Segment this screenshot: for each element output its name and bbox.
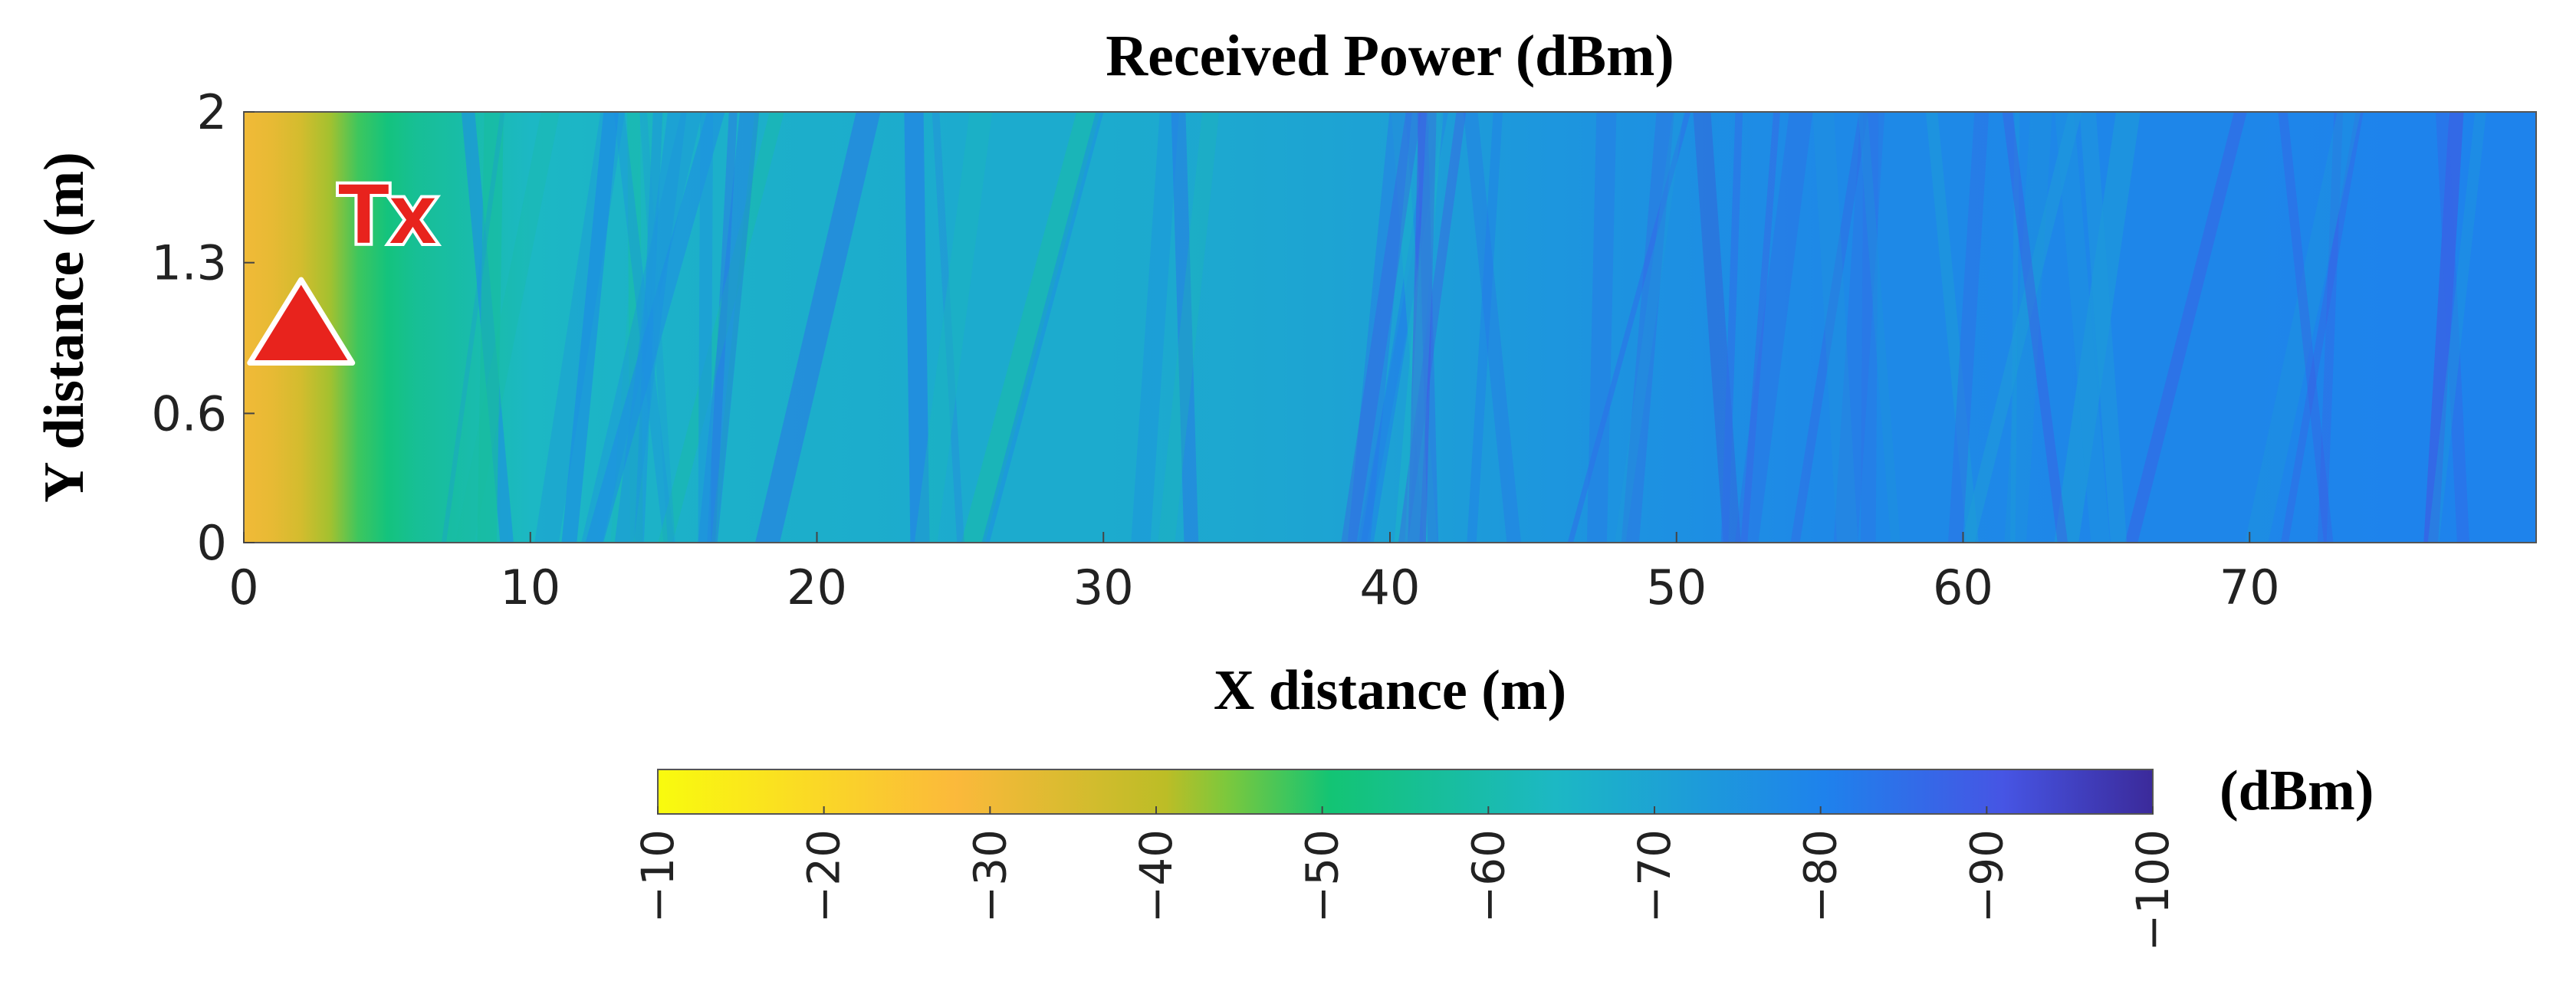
fading-streak xyxy=(1408,112,1437,543)
fading-streak xyxy=(904,112,930,543)
fading-streak xyxy=(2423,112,2464,543)
fading-streak xyxy=(1567,112,1691,543)
fading-streak xyxy=(981,112,1104,543)
fading-streak xyxy=(1158,112,1220,543)
fading-streak xyxy=(1961,112,2082,543)
x-axis-label: X distance (m) xyxy=(1214,659,1566,722)
fading-streak xyxy=(1858,112,1901,543)
colorbar-tick-label: −90 xyxy=(1960,829,2013,923)
colorbar-ticks: −10 −20 −30 −40 −50 −60 −70 −80 −90 −100 xyxy=(632,806,2179,951)
fading-streak xyxy=(1341,112,1422,543)
x-tick-label: 20 xyxy=(787,559,847,615)
fading-streak xyxy=(1171,112,1199,543)
plot-area xyxy=(244,112,2536,543)
fading-streak xyxy=(658,112,784,543)
x-tick-label: 50 xyxy=(1646,559,1707,615)
fading-streak xyxy=(1586,112,1617,543)
colorbar-label: (dBm) xyxy=(2220,760,2374,822)
fading-streak xyxy=(1615,112,1684,543)
fading-streak xyxy=(639,112,675,543)
y-tick-label: 0.6 xyxy=(151,386,227,441)
fading-streak xyxy=(2436,112,2470,543)
fading-streak xyxy=(2278,112,2334,543)
fading-streak xyxy=(1720,112,1743,543)
x-axis-ticks: 0 10 20 30 40 50 60 70 xyxy=(228,532,2280,615)
y-tick-label: 1.3 xyxy=(151,235,227,291)
fading-streak xyxy=(1812,112,1858,543)
fading-streak xyxy=(2124,112,2247,543)
fading-streak xyxy=(1621,112,1674,543)
colorbar-tick-label: −60 xyxy=(1462,829,1514,923)
fading-streak xyxy=(2244,112,2361,543)
x-tick-label: 40 xyxy=(1360,559,1421,615)
fading-streak xyxy=(1734,112,1813,543)
fading-streak xyxy=(1925,112,1979,543)
fading-streak xyxy=(1860,112,1879,543)
fading-streak xyxy=(441,112,505,543)
y-axis-ticks: 0 0.6 1.3 2 xyxy=(151,84,255,571)
chart-title: Received Power (dBm) xyxy=(1106,24,1674,88)
fading-streak xyxy=(2427,112,2486,543)
colorbar-tick-label: −10 xyxy=(632,829,684,923)
fading-streak xyxy=(1790,112,1868,543)
x-tick-label: 0 xyxy=(228,559,258,615)
fading-streak xyxy=(1463,112,1522,543)
fading-streak xyxy=(455,112,560,543)
fading-streak xyxy=(711,112,761,543)
annotations: Tx xyxy=(247,164,439,366)
x-tick-label: 10 xyxy=(500,559,560,615)
fading-streak xyxy=(2079,112,2128,543)
y-tick-label: 0 xyxy=(197,515,227,571)
tx-label: Tx xyxy=(338,167,436,261)
fading-streak xyxy=(561,112,619,543)
fading-streak xyxy=(477,112,504,543)
colorbar xyxy=(657,769,2154,815)
fading-streak xyxy=(2280,112,2364,543)
fading-streak xyxy=(2317,112,2344,543)
fading-streak xyxy=(1948,112,1990,543)
fading-streak xyxy=(2002,112,2068,543)
colorbar-tick-label: −20 xyxy=(798,829,850,923)
fading-streak xyxy=(932,112,964,543)
colorbar-tick-label: −80 xyxy=(1795,829,1847,923)
fading-streak xyxy=(2055,112,2111,543)
x-tick-label: 30 xyxy=(1073,559,1134,615)
x-tick-label: 60 xyxy=(1933,559,1993,615)
fading-streak xyxy=(1467,112,1503,543)
x-tick-label: 70 xyxy=(2220,559,2280,615)
fading-streak xyxy=(585,112,725,543)
fading-streak xyxy=(1405,112,1441,543)
fading-streak xyxy=(1740,112,1780,543)
fading-streak xyxy=(755,112,881,543)
fading-streak xyxy=(1398,112,1467,543)
fading-streak xyxy=(2004,112,2052,543)
fading-streaks xyxy=(441,112,2486,543)
fading-streak xyxy=(961,112,1101,543)
fading-streak xyxy=(698,112,760,543)
tx-marker xyxy=(247,277,356,366)
colorbar-tick-label: −50 xyxy=(1296,829,1349,923)
fading-streak xyxy=(1131,112,1180,543)
colorbar-tick-label: −40 xyxy=(1130,829,1182,923)
y-tick-label: 2 xyxy=(197,84,227,140)
colorbar-tick-label: −100 xyxy=(2127,829,2179,951)
fading-streak xyxy=(1833,112,1885,543)
fading-streak xyxy=(914,112,993,543)
colorbar-tick-label: −70 xyxy=(1628,829,1681,923)
fading-streak xyxy=(1347,112,1412,543)
fading-streak xyxy=(707,112,738,543)
y-axis-label: Y distance (m) xyxy=(33,152,96,503)
colorbar-tick-label: −30 xyxy=(964,829,1016,923)
fading-streak xyxy=(698,112,714,543)
